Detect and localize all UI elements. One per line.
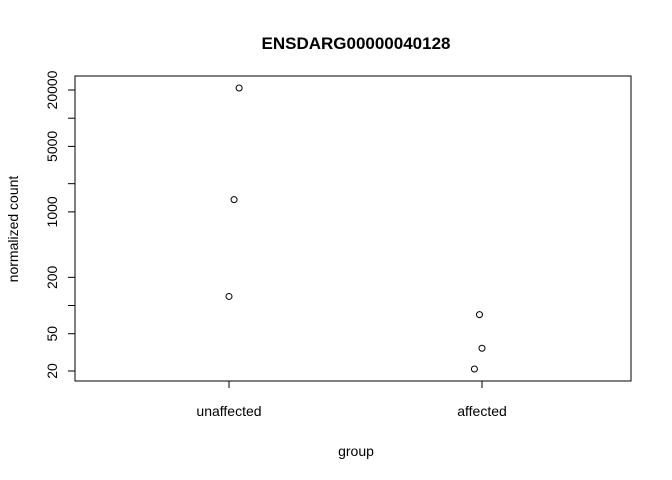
plot-frame (74, 75, 632, 382)
data-point (478, 344, 486, 352)
y-tick-label: 20000 (44, 70, 60, 109)
y-axis: 20 50 200 1000 5000 20000 (44, 70, 76, 379)
data-point (470, 365, 478, 373)
data-point (235, 84, 243, 92)
y-tick-label: 1000 (44, 196, 60, 227)
x-tick-label: unaffected (196, 403, 261, 419)
chart-title: ENSDARG00000040128 (261, 34, 450, 53)
x-axis: unaffected affected (196, 380, 507, 419)
y-tick-label: 5000 (44, 131, 60, 162)
x-axis-label: group (338, 443, 374, 459)
data-points (225, 84, 486, 373)
data-point (475, 311, 483, 319)
y-tick-label: 20 (44, 363, 60, 379)
data-point (225, 292, 233, 300)
y-tick-label: 50 (44, 326, 60, 342)
data-point (230, 196, 238, 204)
x-tick-label: affected (457, 403, 507, 419)
y-tick-label: 200 (44, 265, 60, 289)
y-axis-label: normalized count (5, 176, 21, 283)
